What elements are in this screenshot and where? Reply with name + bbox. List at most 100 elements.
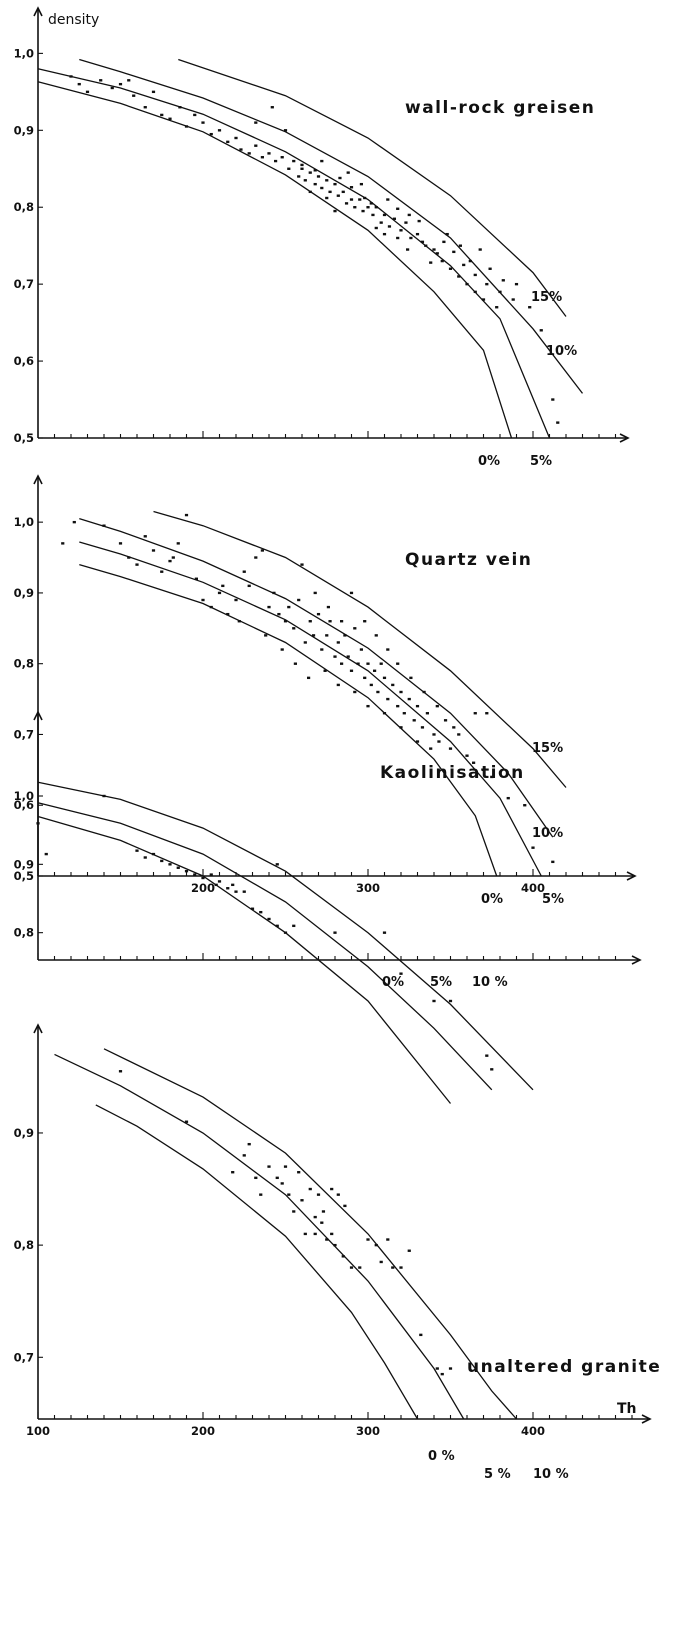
data-point <box>432 248 436 251</box>
data-point <box>485 1054 489 1057</box>
isopleth-curve <box>178 58 567 317</box>
data-point <box>280 648 284 651</box>
x-tick-label: 200 <box>191 881 215 895</box>
data-point <box>234 598 238 602</box>
data-point <box>511 298 515 301</box>
data-point <box>440 259 444 263</box>
data-point <box>363 676 367 680</box>
data-point <box>333 931 337 934</box>
data-point <box>406 248 410 251</box>
data-point <box>313 169 317 172</box>
data-point <box>239 148 243 151</box>
data-point <box>415 232 420 236</box>
data-point <box>254 121 258 124</box>
isopleth-curve <box>103 1048 517 1420</box>
data-point <box>303 179 307 182</box>
panel-unaltered-granite: 0,9 0,8 0,7 100 200 300 400 unaltered granite 0 … <box>14 1023 660 1482</box>
data-point <box>226 612 230 616</box>
data-point <box>194 577 198 580</box>
panel-wall-rock-greisen: 1,0 0,9 0,8 0,7 0,6 0,5 wall-rock greisen 0% 5% 1… <box>14 6 630 469</box>
data-point <box>341 1255 345 1258</box>
data-point <box>359 182 363 186</box>
data-point <box>300 563 304 566</box>
data-point <box>420 726 425 729</box>
data-point <box>374 226 378 230</box>
data-point <box>417 219 421 223</box>
data-point <box>260 549 264 552</box>
data-point <box>247 1142 251 1146</box>
data-point <box>283 931 288 934</box>
data-point <box>336 641 340 644</box>
data-point <box>171 556 175 559</box>
data-point <box>551 398 555 401</box>
data-point <box>343 634 347 637</box>
data-point <box>420 240 425 244</box>
data-point <box>382 232 387 236</box>
data-point <box>506 796 510 800</box>
data-point <box>498 290 502 294</box>
data-point <box>429 261 433 264</box>
y-axis-arrow <box>33 710 43 721</box>
data-point <box>270 106 274 109</box>
curve-label: 0% <box>478 454 500 469</box>
data-point <box>448 747 453 750</box>
data-point <box>376 690 380 694</box>
data-point <box>102 794 106 798</box>
data-point <box>366 662 370 665</box>
data-point <box>184 1120 189 1123</box>
data-point <box>373 669 377 672</box>
y-tick-label: 1,0 <box>14 46 34 60</box>
data-point <box>184 125 189 128</box>
data-point <box>320 648 324 651</box>
data-point <box>143 535 147 538</box>
data-point <box>325 634 329 637</box>
data-point <box>358 198 362 201</box>
data-point <box>346 171 350 174</box>
data-point <box>412 719 416 722</box>
data-point <box>118 82 123 86</box>
data-point <box>343 1204 347 1208</box>
data-point <box>102 524 106 527</box>
data-point <box>366 1238 370 1241</box>
x-axis-arrow <box>626 871 637 881</box>
y-axis-arrow <box>33 474 43 485</box>
data-point <box>478 248 482 251</box>
curve-label: 5% <box>530 454 552 469</box>
data-point <box>435 704 439 708</box>
data-point <box>391 683 395 687</box>
data-point <box>353 627 357 630</box>
data-point <box>379 221 383 224</box>
data-point <box>77 82 81 86</box>
data-point <box>274 159 278 163</box>
data-point <box>399 1266 403 1269</box>
curve-label: 0 % <box>428 1449 455 1464</box>
data-point <box>442 240 446 244</box>
data-point <box>168 117 172 120</box>
data-point <box>407 213 411 217</box>
data-point <box>448 1367 453 1370</box>
curve-label: 15% <box>531 290 562 305</box>
data-point <box>297 175 301 178</box>
data-point <box>382 213 387 217</box>
y-tick-label: 0,9 <box>14 1126 34 1140</box>
data-point <box>340 620 344 623</box>
isopleth-curve <box>79 541 542 877</box>
x-tick-label: 100 <box>26 1424 50 1438</box>
data-point <box>358 1266 362 1269</box>
data-point <box>316 612 321 616</box>
data-point <box>267 917 271 921</box>
data-point <box>176 542 180 545</box>
data-point <box>382 676 387 680</box>
data-point <box>168 559 172 563</box>
data-point <box>143 856 147 859</box>
data-point <box>231 883 235 887</box>
data-point <box>316 175 321 178</box>
data-point <box>168 863 172 866</box>
data-point <box>435 252 439 255</box>
data-point <box>160 113 164 117</box>
curve-label: 5 % <box>484 1467 511 1482</box>
data-point <box>465 754 469 757</box>
data-point <box>361 209 365 213</box>
data-point <box>386 198 390 201</box>
